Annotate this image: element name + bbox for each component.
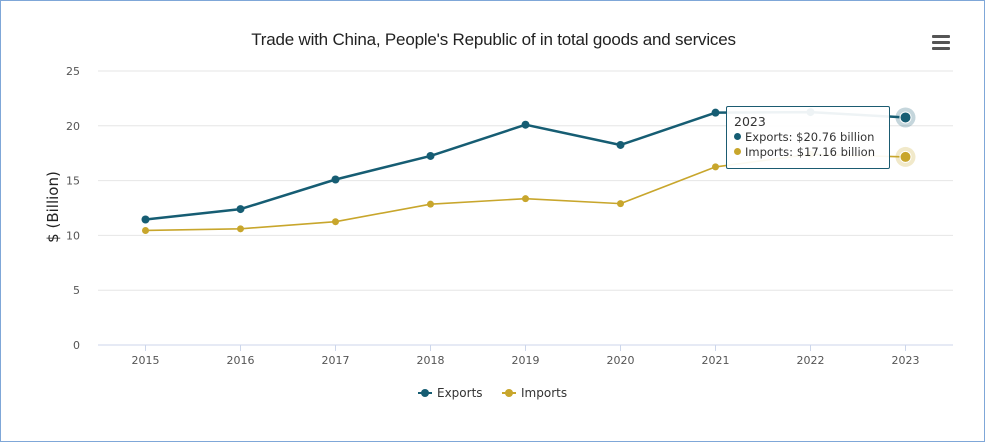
tooltip-year: 2023	[734, 114, 766, 129]
legend-marker-icon	[421, 389, 429, 397]
y-tick-label: 10	[66, 229, 80, 242]
x-tick-label: 2020	[607, 354, 635, 367]
data-point-highlighted[interactable]	[899, 111, 912, 124]
data-point[interactable]	[236, 205, 245, 214]
x-tick-label: 2015	[132, 354, 160, 367]
data-point[interactable]	[237, 225, 244, 233]
chart-title: Trade with China, People's Republic of i…	[251, 30, 736, 49]
x-tick-label: 2022	[797, 354, 825, 367]
data-point[interactable]	[617, 200, 624, 208]
tooltip-exports-dot-icon	[734, 133, 741, 140]
tooltip-imports-row: Imports: $17.16 billion	[734, 145, 883, 160]
y-tick-label: 20	[66, 120, 80, 133]
data-point[interactable]	[711, 108, 720, 117]
y-axis-title: $ (Billion)	[44, 171, 62, 243]
x-axis-ticks: 2015 2016 2017 2018 2019 2020 2021 2022 2023	[132, 345, 920, 367]
x-tick-label: 2023	[892, 354, 920, 367]
tooltip-exports-row: Exports: $20.76 billion	[734, 130, 883, 145]
legend-label: Imports	[521, 386, 567, 400]
y-axis-ticks: 0 5 10 15 20 25	[66, 65, 80, 352]
tooltip-imports-text: Imports: $17.16 billion	[745, 145, 875, 159]
y-tick-label: 5	[73, 284, 80, 297]
data-point[interactable]	[616, 140, 625, 149]
data-point-highlighted[interactable]	[899, 150, 912, 163]
hamburger-menu-icon	[932, 35, 950, 38]
tooltip-exports-text: Exports: $20.76 billion	[745, 130, 875, 144]
legend-item-imports[interactable]: Imports	[502, 386, 567, 400]
data-point[interactable]	[332, 218, 339, 226]
y-tick-label: 25	[66, 65, 80, 78]
data-point[interactable]	[521, 120, 530, 129]
y-tick-label: 15	[66, 175, 80, 188]
data-point[interactable]	[141, 215, 150, 224]
data-point[interactable]	[522, 195, 529, 203]
data-point[interactable]	[331, 175, 340, 184]
tooltip-imports-dot-icon	[734, 148, 741, 155]
data-point[interactable]	[712, 163, 719, 171]
data-point[interactable]	[427, 200, 434, 208]
data-point[interactable]	[426, 151, 435, 160]
legend-item-exports[interactable]: Exports	[418, 386, 483, 400]
data-point[interactable]	[142, 226, 149, 234]
legend: Exports Imports	[418, 386, 567, 400]
tooltip: 2023 Exports: $20.76 billion Imports: $1…	[726, 106, 890, 169]
x-tick-label: 2016	[227, 354, 255, 367]
x-tick-label: 2019	[512, 354, 540, 367]
y-tick-label: 0	[73, 339, 80, 352]
legend-marker-icon	[505, 389, 513, 397]
chart-menu-button[interactable]	[930, 35, 952, 55]
legend-label: Exports	[437, 386, 483, 400]
x-tick-label: 2021	[702, 354, 730, 367]
x-tick-label: 2017	[322, 354, 350, 367]
x-tick-label: 2018	[417, 354, 445, 367]
